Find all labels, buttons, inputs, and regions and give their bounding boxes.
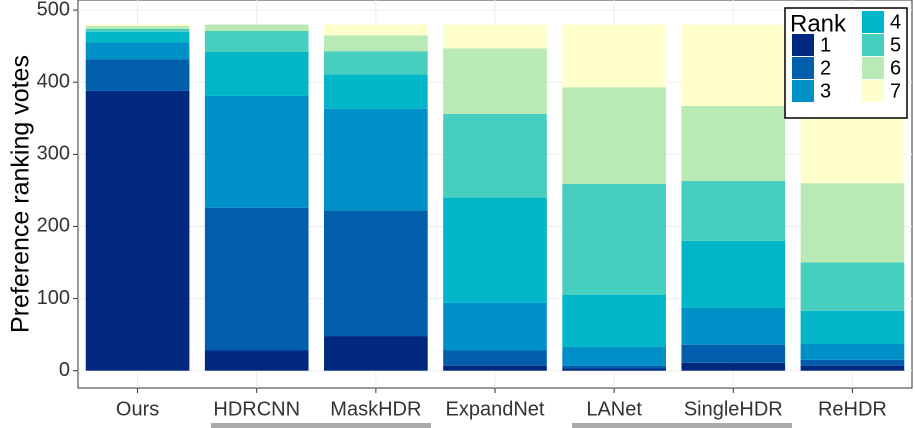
legend-key: [862, 34, 884, 56]
x-tick-label: HDRCNN: [213, 398, 300, 420]
bar-segment: [204, 95, 309, 208]
bar-segment: [800, 359, 905, 366]
legend-label: 4: [890, 11, 901, 33]
bar-segment: [443, 48, 547, 114]
y-tick-label: 500: [37, 0, 70, 20]
bar-segment: [324, 74, 428, 109]
x-tick-label: Ours: [116, 398, 159, 420]
group-underline: [572, 423, 792, 428]
bar-segment: [562, 368, 666, 371]
bar-segment: [443, 197, 547, 303]
bar-segment: [681, 362, 786, 371]
bar-segment: [681, 307, 786, 345]
legend-key: [792, 57, 814, 79]
bar-segment: [85, 24, 190, 26]
bar-segment: [443, 302, 547, 351]
bar-segment: [204, 31, 309, 52]
bar-segment: [562, 87, 666, 184]
bar-segment: [562, 365, 666, 369]
x-tick-label: MaskHDR: [330, 398, 421, 420]
bar-segment: [324, 35, 428, 52]
bar-segment: [85, 59, 190, 91]
y-tick-label: 300: [37, 143, 70, 165]
bar-segment: [800, 365, 905, 371]
x-tick-label: ExpandNet: [446, 398, 545, 420]
legend-key: [792, 34, 814, 56]
bar-segment: [204, 207, 309, 351]
bar-segment: [324, 108, 428, 211]
y-axis-label: Preference ranking votes: [7, 55, 35, 333]
bar-segment: [85, 28, 190, 32]
bar-segment: [800, 183, 905, 263]
y-tick-label: 0: [59, 359, 70, 381]
bar-segment: [324, 336, 428, 371]
legend-label: 6: [890, 57, 901, 79]
group-underline: [211, 423, 431, 428]
y-tick-label: 100: [37, 287, 70, 309]
bar-segment: [204, 24, 309, 32]
legend-key: [792, 80, 814, 102]
x-tick-label: ReHDR: [818, 398, 887, 420]
legend-key: [862, 11, 884, 33]
bar-segment: [443, 113, 547, 198]
bar-segment: [443, 350, 547, 366]
bar-segment: [681, 24, 786, 107]
bar-segment: [324, 24, 428, 36]
x-tick-label: LANet: [586, 398, 642, 420]
bar-segment: [562, 183, 666, 295]
x-tick-label: SingleHDR: [684, 398, 783, 420]
legend-key: [862, 80, 884, 102]
legend-label: 7: [890, 80, 901, 102]
y-tick-label: 400: [37, 70, 70, 92]
legend-label: 1: [820, 34, 831, 56]
legend-label: 3: [820, 80, 831, 102]
bar-segment: [204, 350, 309, 371]
bar-segment: [443, 24, 547, 49]
legend-label: 5: [890, 34, 901, 56]
bar-segment: [800, 344, 905, 360]
bar-segment: [562, 294, 666, 347]
legend-label: 2: [820, 57, 831, 79]
legend-key: [862, 57, 884, 79]
bar-segment: [324, 210, 428, 337]
bar-segment: [562, 346, 666, 366]
bar-segment: [681, 181, 786, 241]
bar-segment: [800, 310, 905, 345]
bar-segment: [204, 51, 309, 96]
y-tick-label: 200: [37, 215, 70, 237]
bar-segment: [85, 31, 190, 43]
bar-segment: [443, 365, 547, 371]
bar-segment: [562, 24, 666, 88]
bar-segment: [85, 90, 190, 371]
bar-segment: [85, 25, 190, 29]
bar-segment: [681, 106, 786, 182]
bar-segment: [681, 344, 786, 363]
bar-segment: [324, 51, 428, 75]
bar-segment: [85, 42, 190, 60]
bar-segment: [681, 240, 786, 308]
legend-title: Rank: [790, 10, 847, 37]
bar-segment: [800, 262, 905, 311]
